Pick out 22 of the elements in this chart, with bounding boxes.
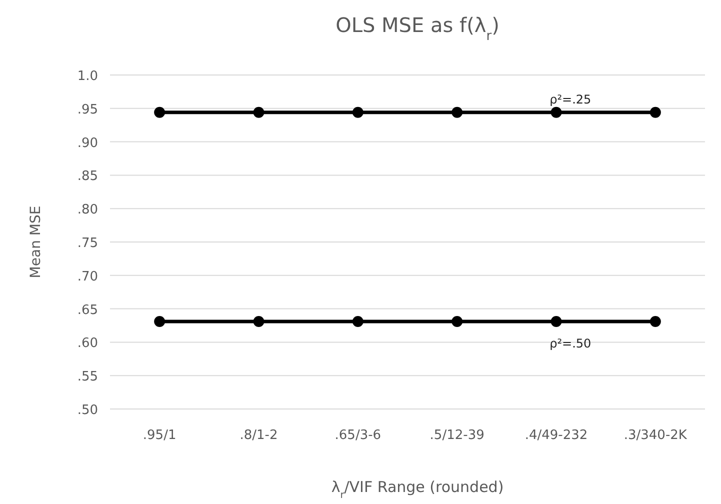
- series-label: ρ²=.25: [550, 92, 592, 106]
- y-tick-label: .60: [77, 336, 98, 352]
- y-tick-label: .90: [77, 136, 98, 151]
- x-tick-label: .4/49-232: [524, 428, 588, 443]
- x-tick-label: .8/1-2: [240, 428, 278, 443]
- y-tick-label: .75: [77, 236, 98, 251]
- y-tick-label: .50: [77, 403, 98, 418]
- y-tick-label: .70: [77, 269, 98, 284]
- y-tick-label: .95: [77, 102, 98, 118]
- x-tick-label: .65/3-6: [334, 428, 382, 443]
- x-tick-label: .5/12-39: [430, 428, 484, 443]
- y-tick-label: .85: [77, 169, 98, 184]
- y-tick-label: 1.0: [77, 69, 98, 84]
- x-tick-label: .95/1: [142, 428, 176, 443]
- y-axis-title: Mean MSE: [28, 206, 44, 278]
- y-tick-label: .55: [77, 370, 98, 385]
- x-tick-label: .3/340-2K: [624, 428, 688, 443]
- series-label: ρ²=.50: [550, 336, 592, 350]
- x-axis-title: λ$_{r}$/VIF Range (rounded): [331, 478, 504, 500]
- y-tick-label: .65: [77, 302, 98, 318]
- chart-title: OLS MSE as f(λ$_{r}$): [336, 13, 500, 44]
- y-tick-label: .80: [77, 202, 98, 218]
